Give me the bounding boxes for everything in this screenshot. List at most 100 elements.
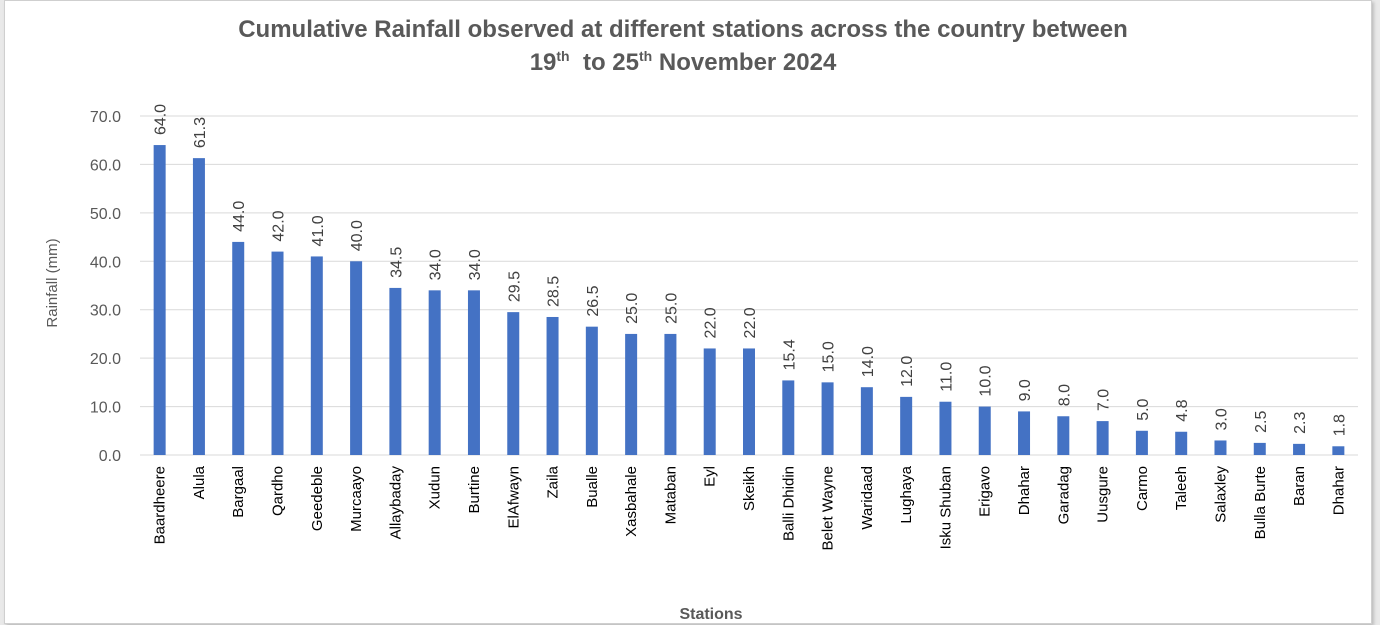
data-label: 25.0 — [624, 293, 641, 324]
data-label: 2.5 — [1253, 411, 1270, 433]
y-axis-ticks: 0.0 10.0 20.0 30.0 40.0 50.0 60.0 70.0 — [90, 109, 121, 465]
bar — [625, 333, 638, 455]
category-label: Bargaal — [230, 466, 247, 518]
category-label: Balli Dhidin — [780, 466, 797, 541]
bar — [1096, 421, 1109, 455]
y-tick-label: 40.0 — [90, 254, 121, 271]
category-label: Belet Wayne — [820, 466, 837, 551]
data-label: 5.0 — [1135, 398, 1152, 420]
bar — [232, 241, 245, 455]
data-label: 25.0 — [663, 293, 680, 324]
chart-title: Cumulative Rainfall observed at differen… — [0, 15, 1366, 45]
bar — [350, 261, 363, 455]
category-label: Mataban — [662, 466, 679, 524]
y-tick-label: 20.0 — [90, 351, 121, 368]
data-label: 34.5 — [388, 247, 405, 278]
bar — [1018, 411, 1031, 455]
title-month-year: November 2024 — [658, 49, 837, 76]
bar — [782, 380, 795, 455]
category-label: Bualle — [584, 466, 601, 508]
category-label: Eyl — [702, 466, 719, 487]
category-label: Dhahar — [1016, 466, 1033, 515]
title-to: to — [582, 49, 606, 76]
bar — [271, 251, 284, 455]
data-label: 22.0 — [742, 307, 759, 338]
bar — [389, 287, 402, 455]
category-labels: Baardheere Alula Bargaal Qardho Geedeble Murc… — [152, 465, 1348, 550]
x-axis-label: Stations — [679, 606, 742, 623]
y-tick-label: 70.0 — [90, 109, 121, 126]
data-label: 15.4 — [781, 339, 798, 370]
data-label: 64.0 — [153, 104, 170, 135]
bars — [153, 145, 1345, 456]
bar — [153, 145, 166, 456]
data-label: 26.5 — [585, 285, 602, 316]
bar — [467, 290, 480, 455]
category-label: Alula — [191, 465, 208, 499]
bar — [507, 312, 520, 455]
chart-title-line-1: Cumulative Rainfall observed at differen… — [238, 16, 1128, 43]
category-label: Allaybaday — [387, 466, 404, 540]
chart-title-date: 19th to 25th November 2024 — [0, 48, 1366, 78]
data-label: 15.0 — [821, 341, 838, 372]
category-label: Taleeh — [1173, 466, 1190, 510]
data-label: 11.0 — [938, 362, 955, 392]
bar — [585, 326, 598, 455]
category-label: Qardho — [270, 466, 287, 516]
category-label: Bulla Burte — [1252, 466, 1269, 539]
category-label: Carmo — [1134, 466, 1151, 511]
data-label: 2.3 — [1292, 412, 1309, 434]
title-start-day: 19 — [529, 49, 557, 76]
category-label: Garadag — [1055, 466, 1072, 524]
y-tick-label: 50.0 — [90, 206, 121, 223]
bar — [664, 333, 677, 455]
category-label: Lughaya — [898, 465, 915, 523]
data-label: 3.0 — [1213, 408, 1230, 430]
bar — [939, 401, 952, 455]
bar — [1293, 443, 1306, 455]
bar — [428, 290, 441, 455]
chart-frame — [4, 0, 1372, 624]
data-label: 34.0 — [428, 249, 445, 280]
category-label: Baardheere — [152, 466, 169, 544]
data-labels: 64.0 61.3 44.0 42.0 41.0 40.0 34.5 34.0 34.0 29.5… — [153, 104, 1349, 436]
bar — [743, 348, 755, 455]
data-label: 61.3 — [192, 117, 209, 148]
category-label: Skeikh — [741, 466, 758, 511]
y-tick-label: 60.0 — [90, 157, 121, 174]
bar — [1253, 442, 1266, 455]
data-label: 14.0 — [860, 346, 877, 377]
category-label: Burtine — [466, 466, 483, 514]
y-tick-label: 0.0 — [99, 448, 121, 465]
bar — [978, 406, 991, 455]
category-label: Baran — [1291, 466, 1308, 506]
bar — [310, 256, 323, 455]
category-label: Erigavo — [977, 466, 994, 517]
category-label: ElAfwayn — [505, 466, 522, 529]
y-tick-label: 10.0 — [90, 400, 121, 417]
data-label: 28.5 — [546, 276, 563, 307]
data-label: 10.0 — [978, 365, 995, 396]
bar — [1057, 416, 1070, 455]
data-label: 40.0 — [349, 220, 366, 251]
data-label: 41.0 — [310, 215, 327, 246]
title-end-day: 25 — [612, 49, 639, 76]
category-label: Zaila — [545, 465, 562, 498]
data-label: 12.0 — [899, 356, 916, 387]
category-label: Uusgure — [1095, 466, 1112, 523]
bar — [703, 348, 716, 455]
data-label: 42.0 — [271, 210, 288, 241]
bar — [1214, 440, 1227, 455]
bar — [900, 396, 913, 455]
bar — [860, 387, 873, 455]
data-label: 7.0 — [1096, 389, 1113, 411]
bar — [821, 382, 834, 455]
data-label: 9.0 — [1017, 379, 1034, 401]
data-label: 22.0 — [703, 307, 720, 338]
category-label: Waridaad — [859, 466, 876, 530]
bar — [1332, 446, 1345, 455]
category-label: Salaxley — [1212, 466, 1229, 523]
category-label: Geedeble — [309, 466, 326, 531]
bar — [1175, 431, 1188, 455]
